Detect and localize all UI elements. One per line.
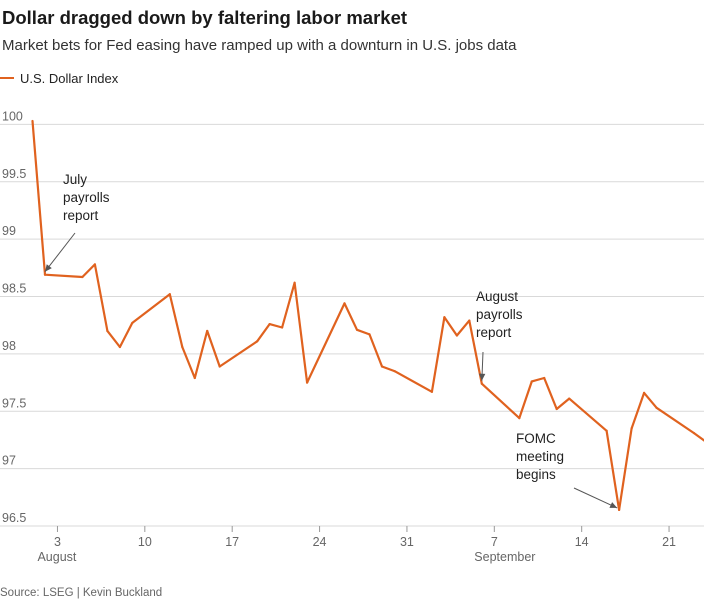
x-month-label: August [37, 550, 76, 564]
data-point [655, 406, 658, 409]
data-point [93, 263, 97, 266]
data-point [455, 334, 458, 337]
y-tick-label: 98.5 [2, 282, 26, 296]
chart-title: Dollar dragged down by faltering labor m… [2, 7, 407, 28]
data-point [642, 391, 646, 395]
x-tick-label: 31 [400, 535, 414, 549]
series-line-dollar-index [31, 120, 704, 511]
data-point [605, 429, 608, 432]
data-point [430, 390, 434, 393]
data-point [692, 431, 696, 435]
y-tick-label: 99 [2, 224, 16, 238]
annotation-text: FOMC [516, 431, 556, 446]
annotations: July payrolls report August payrolls report FO… [44, 172, 618, 509]
y-tick-label: 98 [2, 339, 16, 353]
chart-subtitle: Market bets for Fed easing have ramped u… [2, 37, 517, 54]
y-tick-label: 99.5 [2, 167, 26, 181]
x-tick-label: 17 [225, 535, 239, 549]
data-point [293, 281, 296, 284]
annotation-arrow [573, 487, 618, 509]
data-point [468, 319, 471, 322]
gridlines [0, 123, 704, 527]
data-point [443, 316, 446, 319]
x-axis: 3 10 17 24 31 7 14 21 August September [37, 526, 676, 564]
data-point [393, 370, 396, 373]
chart-source: Source: LSEG | Kevin Buckland [0, 587, 162, 599]
annotation-text: report [476, 325, 512, 340]
annotation-text: payrolls [63, 190, 110, 205]
annotation-arrowhead [44, 264, 52, 272]
annotation-text: August [476, 289, 518, 304]
data-point [368, 333, 371, 336]
data-point [530, 380, 533, 383]
x-tick-label: 14 [575, 535, 589, 549]
legend-label: U.S. Dollar Index [20, 71, 119, 86]
data-point [118, 345, 121, 349]
data-point [480, 382, 483, 385]
data-point [31, 119, 34, 123]
data-point [380, 365, 384, 368]
data-point [618, 508, 621, 512]
annotation-text: meeting [516, 449, 564, 464]
annotation-text: July [63, 172, 87, 187]
annotation-text: begins [516, 467, 556, 482]
data-point [106, 329, 109, 333]
annotation-text: report [63, 208, 99, 223]
y-tick-label: 96.5 [2, 511, 26, 525]
data-point [206, 329, 209, 333]
data-point [168, 293, 171, 296]
data-point [555, 407, 558, 411]
data-point [131, 321, 134, 325]
legend: U.S. Dollar Index [0, 71, 119, 86]
data-point [518, 417, 521, 420]
data-point [281, 326, 284, 329]
data-point [43, 273, 47, 276]
annotation-arrowhead [609, 502, 618, 508]
series [31, 119, 704, 512]
data-point [193, 376, 196, 380]
x-tick-label: 24 [313, 535, 327, 549]
data-point [305, 381, 309, 384]
data-point [355, 328, 359, 331]
data-point [256, 340, 259, 343]
data-point [268, 322, 271, 326]
x-tick-label: 7 [491, 535, 498, 549]
data-point [630, 427, 633, 430]
y-axis: 96.5 97 97.5 98 98.5 99 99.5 100 [2, 109, 26, 525]
y-tick-label: 97 [2, 454, 16, 468]
data-point [181, 345, 184, 349]
y-tick-label: 97.5 [2, 396, 26, 410]
data-point [343, 302, 346, 305]
x-tick-label: 21 [662, 535, 676, 549]
x-tick-label: 3 [54, 535, 61, 549]
data-point [568, 397, 571, 400]
annotation-arrowhead [478, 373, 486, 381]
data-point [543, 376, 546, 380]
annotation-text: payrolls [476, 307, 523, 322]
x-tick-label: 10 [138, 535, 152, 549]
x-month-label: September [474, 550, 535, 564]
annotation-arrow [44, 232, 76, 273]
data-point [218, 365, 221, 368]
data-point [81, 275, 84, 279]
y-tick-label: 100 [2, 109, 23, 123]
